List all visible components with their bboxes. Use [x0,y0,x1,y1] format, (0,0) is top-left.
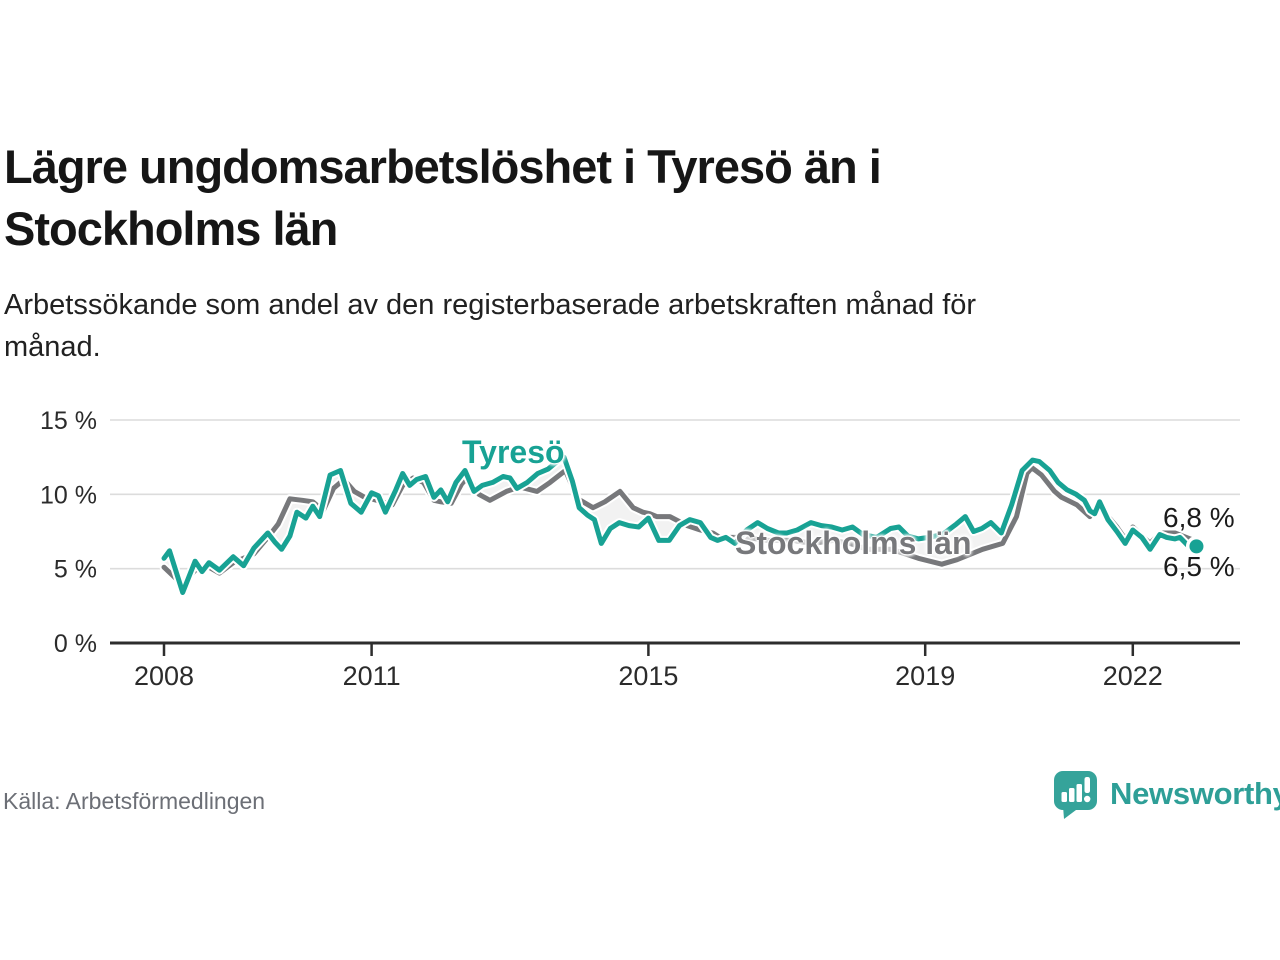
end-dot-tyreso [1189,539,1204,554]
series-label-tyreso: Tyresö [462,434,565,470]
newsworthy-logo: Newsworthy [1052,769,1280,819]
line-tyreso [161,454,1199,595]
line-stockholms-lan [161,465,1200,588]
y-tick-label: 0 % [54,630,97,658]
chart-title: Lägre ungdomsarbetslöshet i Tyresö än i … [4,140,882,256]
chart-svg: 2008 2011 2015 2019 2022 0 % 5 % 10 % 15 % [40,407,1240,691]
x-tick-label: 2015 [618,661,678,691]
end-value-label-stockholms-lan: 6,8 % [1163,502,1235,533]
y-tick-label: 5 % [54,556,97,584]
source-note: Källa: Arbetsförmedlingen [3,788,266,814]
y-tick-label: 15 % [40,407,97,435]
x-tick-label: 2022 [1103,661,1163,691]
logo-text: Newsworthy [1110,776,1280,811]
newsworthy-logo-icon [1054,771,1097,819]
x-tick-label: 2019 [895,661,955,691]
y-tick-label: 10 % [40,481,97,509]
chart-subtitle: Arbetssökande som andel av den registerb… [4,289,977,364]
x-tick-label: 2008 [134,661,194,691]
series-label-stockholms-lan: Stockholms län [735,525,972,561]
x-tick-label: 2011 [343,661,401,691]
end-value-label-tyreso: 6,5 % [1163,551,1235,582]
